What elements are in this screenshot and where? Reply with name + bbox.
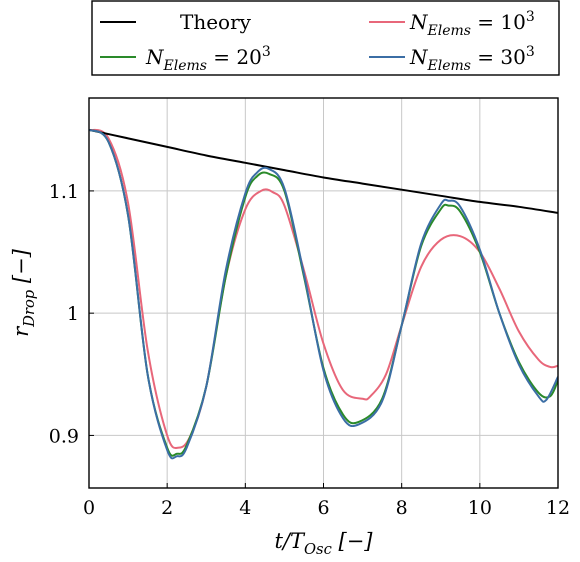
ticks: 0 2 4 6 8 10 12 0.9 1 1.1 [49, 181, 570, 519]
legend-label-3: NElems = 303 [409, 44, 535, 74]
y-tick-label: 0.9 [49, 425, 79, 447]
x-tick-label: 0 [83, 497, 95, 519]
legend-label-0: Theory [180, 10, 252, 34]
legend-label-2: NElems = 203 [145, 44, 271, 74]
x-tick-label: 8 [396, 497, 408, 519]
x-tick-label: 12 [546, 497, 570, 519]
axis-labels: t/TOsc [−] rDrop [−] [9, 248, 373, 558]
x-tick-label: 10 [468, 497, 492, 519]
x-tick-label: 2 [161, 497, 173, 519]
legend-label-1: NElems = 103 [409, 9, 535, 39]
legend-box [91, 0, 560, 76]
y-tick-label: 1 [67, 303, 79, 325]
series-line-3 [89, 128, 558, 460]
series-layer [89, 128, 558, 460]
y-axis-label: rDrop [−] [9, 248, 38, 337]
x-tick-label: 4 [239, 497, 251, 519]
y-tick-label: 1.1 [49, 181, 79, 203]
x-axis-label: t/TOsc [−] [274, 529, 373, 558]
series-line-0 [89, 128, 558, 214]
x-tick-label: 6 [317, 497, 329, 519]
legend: Theory NElems = 103 NElems = 203 NElems = 3… [91, 0, 560, 76]
